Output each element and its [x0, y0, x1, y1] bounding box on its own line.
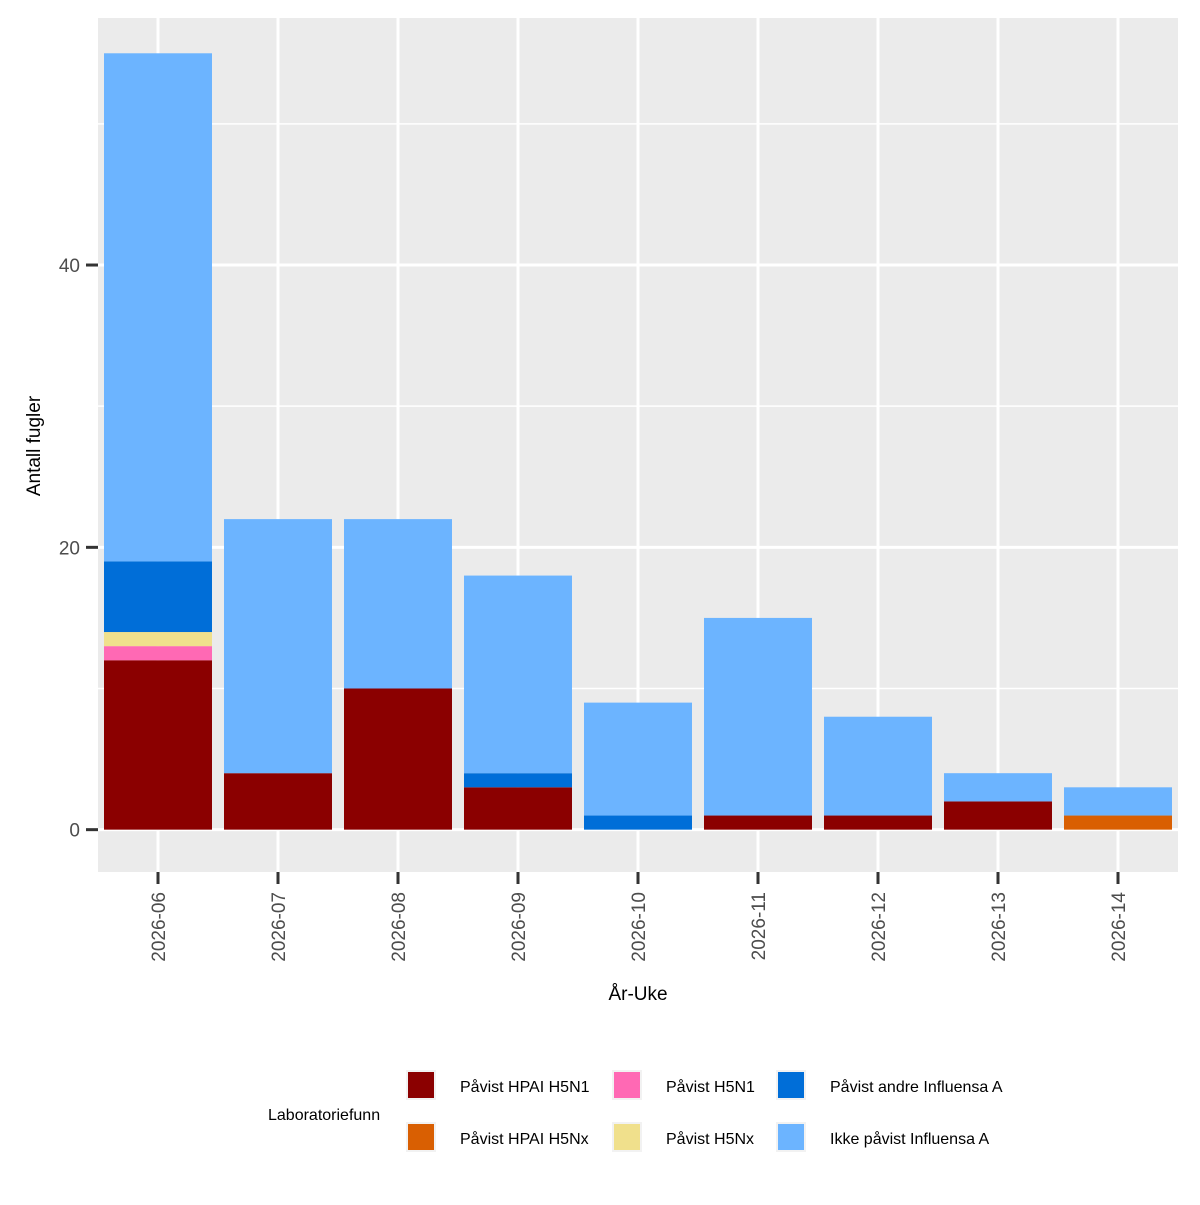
- bar-segment: [224, 773, 332, 830]
- x-tick-label: 2026-12: [869, 892, 890, 962]
- bar-segment: [104, 632, 212, 647]
- legend-label: Påvist H5N1: [666, 1078, 755, 1096]
- bar-segment: [584, 702, 692, 816]
- y-tick-label: 40: [59, 256, 80, 277]
- legend-swatch: [614, 1072, 640, 1098]
- legend-swatch: [614, 1124, 640, 1150]
- legend-swatch: [408, 1072, 434, 1098]
- bar-segment: [104, 561, 212, 633]
- bar-segment: [344, 519, 452, 689]
- bar-segment: [104, 53, 212, 562]
- bar-segment: [224, 519, 332, 774]
- legend-swatch: [778, 1072, 804, 1098]
- legend-swatch: [778, 1124, 804, 1150]
- bar-segment: [1064, 815, 1172, 830]
- bar-segment: [704, 815, 812, 830]
- bar-segment: [464, 787, 572, 830]
- y-tick-label: 20: [59, 538, 80, 559]
- bar-segment: [584, 815, 692, 830]
- axis-layer: 0 20 40 2026-06 2026-07 2026-08 2026-09 2026-10…: [59, 256, 1130, 962]
- x-tick-label: 2026-09: [509, 892, 530, 962]
- legend: Laboratoriefunn Påvist HPAI H5N1 Påvist H…: [268, 1070, 1003, 1152]
- legend-label: Påvist H5Nx: [666, 1130, 754, 1148]
- x-tick-label: 2026-10: [629, 892, 650, 962]
- x-axis-title: År-Uke: [608, 984, 667, 1005]
- bar-segment: [104, 660, 212, 830]
- legend-label: Påvist HPAI H5N1: [460, 1078, 590, 1096]
- bar-segment: [344, 688, 452, 830]
- bar-segment: [1064, 787, 1172, 816]
- bar-segment: [824, 716, 932, 816]
- bar-segment: [944, 773, 1052, 802]
- bar-segment: [104, 646, 212, 661]
- bar-layer: [104, 53, 1172, 830]
- bar-segment: [824, 815, 932, 830]
- x-tick-label: 2026-11: [749, 892, 770, 960]
- legend-swatch: [408, 1124, 434, 1150]
- legend-label: Påvist andre Influensa A: [830, 1078, 1003, 1096]
- legend-label: Påvist HPAI H5Nx: [460, 1130, 589, 1148]
- x-tick-label: 2026-14: [1109, 892, 1130, 962]
- y-axis-title: Antall fugler: [24, 395, 45, 496]
- bar-segment: [704, 617, 812, 816]
- legend-label: Ikke påvist Influensa A: [830, 1130, 990, 1148]
- x-tick-label: 2026-08: [389, 892, 410, 962]
- bar-segment: [944, 801, 1052, 830]
- x-tick-label: 2026-13: [989, 892, 1010, 962]
- bar-segment: [464, 773, 572, 788]
- x-tick-label: 2026-07: [269, 892, 290, 962]
- bar-segment: [464, 575, 572, 774]
- x-tick-label: 2026-06: [149, 892, 170, 962]
- legend-title: Laboratoriefunn: [268, 1107, 380, 1124]
- y-tick-label: 0: [69, 821, 80, 842]
